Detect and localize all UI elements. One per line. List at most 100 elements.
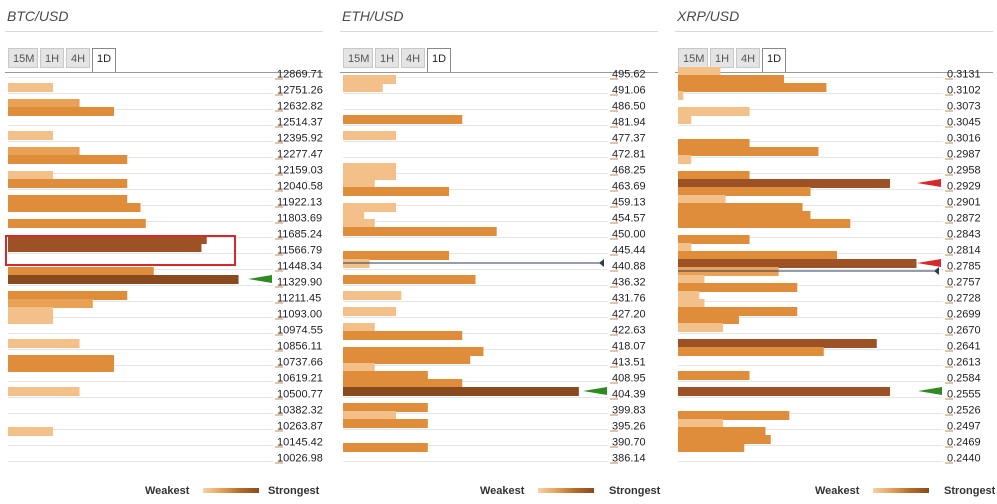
price-tick-label: 10856.11 (277, 341, 322, 353)
legend-weakest: Weakest (480, 485, 525, 497)
price-tick-label: 477.37 (612, 133, 646, 145)
price-tick-label: 0.2901 (947, 197, 981, 209)
price-tick-label: 491.06 (612, 85, 646, 97)
confluence-bar (343, 363, 375, 372)
tab-1h[interactable]: 1H (710, 48, 734, 68)
price-tick-label: 0.3016 (947, 133, 981, 145)
confluence-bar (8, 275, 239, 284)
price-tick-label: 0.2843 (947, 229, 981, 241)
confluence-bar (678, 139, 750, 148)
tab-4h[interactable]: 4H (66, 48, 90, 68)
confluence-bar (343, 379, 463, 388)
price-tick-label: 12395.92 (277, 133, 323, 145)
confluence-bar (343, 171, 396, 180)
red-arrow-marker (917, 259, 941, 267)
confluence-bar (8, 107, 114, 116)
panel-title: ETH/USD (342, 8, 404, 24)
confluence-bar (678, 427, 766, 436)
price-tick-label: 10382.32 (277, 405, 323, 417)
price-tick-label: 0.2728 (947, 293, 981, 305)
price-tick-label: 0.2987 (947, 149, 981, 161)
price-tick-label: 395.26 (612, 421, 646, 433)
confluence-bar (8, 267, 154, 276)
confluence-bar (678, 147, 819, 156)
tab-15m[interactable]: 15M (678, 48, 708, 68)
confluence-bar (343, 179, 375, 188)
price-tick-label: 12159.03 (277, 165, 323, 177)
price-tick-label: 11448.34 (277, 261, 322, 273)
tab-baseline (675, 72, 993, 73)
confluence-bar (8, 355, 114, 364)
tab-1h[interactable]: 1H (375, 48, 399, 68)
tab-1d[interactable]: 1D (427, 48, 451, 72)
confluence-bar (343, 251, 449, 260)
title-divider (675, 31, 993, 32)
price-tick-label: 468.25 (612, 165, 646, 177)
confluence-bar (678, 291, 700, 300)
legend-gradient (873, 488, 929, 493)
confluence-bar (678, 411, 790, 420)
legend-weakest: Weakest (815, 485, 860, 497)
price-tick-label: 463.69 (612, 181, 646, 193)
price-tick-label: 10974.55 (277, 325, 323, 337)
price-tick-label: 431.76 (612, 293, 646, 305)
confluence-bar (8, 179, 128, 188)
price-tick-label: 413.51 (612, 357, 646, 369)
confluence-bar (343, 203, 396, 212)
price-tick-label: 10263.87 (277, 421, 323, 433)
confluence-bar (8, 299, 93, 308)
price-tick-label: 12040.58 (277, 181, 323, 193)
price-tick-label: 399.83 (612, 405, 646, 417)
timeframe-tabs: 15M 1H 4H 1D (8, 48, 118, 72)
price-tick-label: 10500.77 (277, 389, 323, 401)
price-tick-label: 418.07 (612, 341, 646, 353)
confluence-bar (678, 307, 798, 316)
confluence-bar (343, 163, 396, 172)
confluence-bar (678, 339, 877, 348)
legend-strongest: Strongest (609, 485, 661, 497)
confluence-bar (678, 243, 692, 252)
confluence-bar (343, 443, 428, 452)
price-tick-label: 0.2872 (947, 213, 981, 225)
highlight-box (5, 235, 236, 266)
price-tick-label: 0.2670 (947, 325, 981, 337)
tab-1d[interactable]: 1D (92, 48, 116, 72)
confluence-bar (8, 219, 146, 228)
green-arrow-marker (918, 387, 942, 395)
price-tick-label: 440.88 (612, 261, 646, 273)
confluence-bar (678, 195, 726, 204)
price-tick-label: 390.70 (612, 437, 646, 449)
confluence-bar (343, 323, 375, 332)
tab-15m[interactable]: 15M (8, 48, 38, 68)
confluence-bar (343, 219, 375, 228)
confluence-bar (8, 83, 54, 92)
confluence-bar (343, 83, 383, 92)
confluence-bar (678, 67, 721, 76)
price-tick-label: 0.2440 (947, 453, 981, 465)
price-tick-label: 11566.79 (277, 245, 322, 257)
confluence-bar (678, 235, 750, 244)
price-tick-label: 0.2757 (947, 277, 981, 289)
tab-4h[interactable]: 4H (401, 48, 425, 68)
price-line-arrow (934, 267, 939, 275)
confluence-bar (678, 371, 750, 380)
tab-1d[interactable]: 1D (762, 48, 786, 72)
confluence-bar (8, 291, 128, 300)
tab-4h[interactable]: 4H (736, 48, 760, 68)
price-tick-label: 386.14 (612, 453, 646, 465)
price-tick-label: 0.2555 (947, 389, 981, 401)
price-tick-label: 10737.66 (277, 357, 323, 369)
confluence-bar (343, 347, 484, 356)
title-divider (5, 31, 323, 32)
confluence-bar (343, 75, 396, 84)
title-divider (340, 31, 658, 32)
confluence-bar (343, 331, 463, 340)
confluence-bar (678, 347, 824, 356)
xrp-panel: XRP/USD 15M 1H 4H 1D 0.3131 0.3102 0.3073 0… (675, 0, 995, 504)
tab-15m[interactable]: 15M (343, 48, 373, 68)
price-tick-label: 0.2814 (947, 245, 981, 257)
confluence-bar (678, 83, 827, 92)
confluence-bar (678, 107, 750, 116)
tab-1h[interactable]: 1H (40, 48, 64, 68)
confluence-bar (343, 227, 497, 236)
